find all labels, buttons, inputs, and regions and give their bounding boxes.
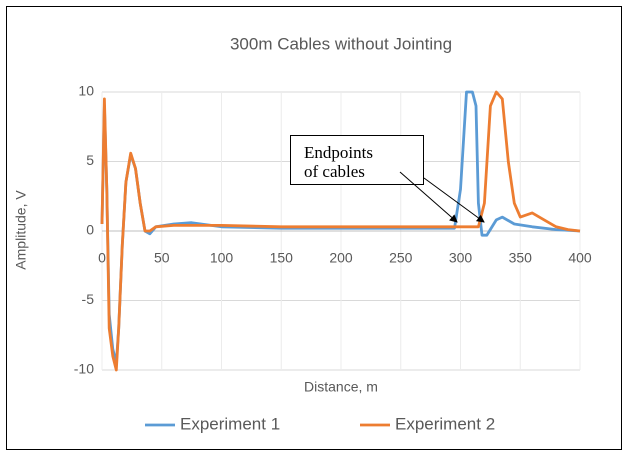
x-tick-label: 300 xyxy=(449,250,473,266)
x-tick-label: 100 xyxy=(210,250,234,266)
chart-title: 300m Cables without Jointing xyxy=(230,34,452,53)
x-tick-label: 50 xyxy=(154,250,170,266)
annotation-arrow xyxy=(399,171,458,223)
legend-label: Experiment 1 xyxy=(180,414,280,433)
y-tick-label: -5 xyxy=(82,291,95,307)
y-axis-label: Amplitude, V xyxy=(13,190,29,270)
legend: Experiment 1 Experiment 2 xyxy=(145,414,495,433)
lines xyxy=(100,90,581,372)
x-tick-label: 350 xyxy=(509,250,533,266)
x-tick-label: 200 xyxy=(329,250,353,266)
x-tick-label: 0 xyxy=(98,250,106,266)
y-tick-label: 0 xyxy=(86,222,94,238)
annotation-text: of cables xyxy=(304,162,365,181)
y-tick-label: 10 xyxy=(78,83,94,99)
x-tick-label: 250 xyxy=(389,250,413,266)
y-tick-label: 5 xyxy=(86,152,94,168)
x-axis-label: Distance, m xyxy=(304,379,378,395)
annotation-box xyxy=(290,135,424,185)
y-tick-label: -10 xyxy=(74,361,94,377)
x-tick-label: 400 xyxy=(568,250,592,266)
x-tick-label: 150 xyxy=(270,250,294,266)
legend-label: Experiment 2 xyxy=(395,414,495,433)
annotation-arrow xyxy=(423,177,485,223)
series-line xyxy=(100,90,581,372)
annotation-text: Endpoints xyxy=(304,143,373,162)
